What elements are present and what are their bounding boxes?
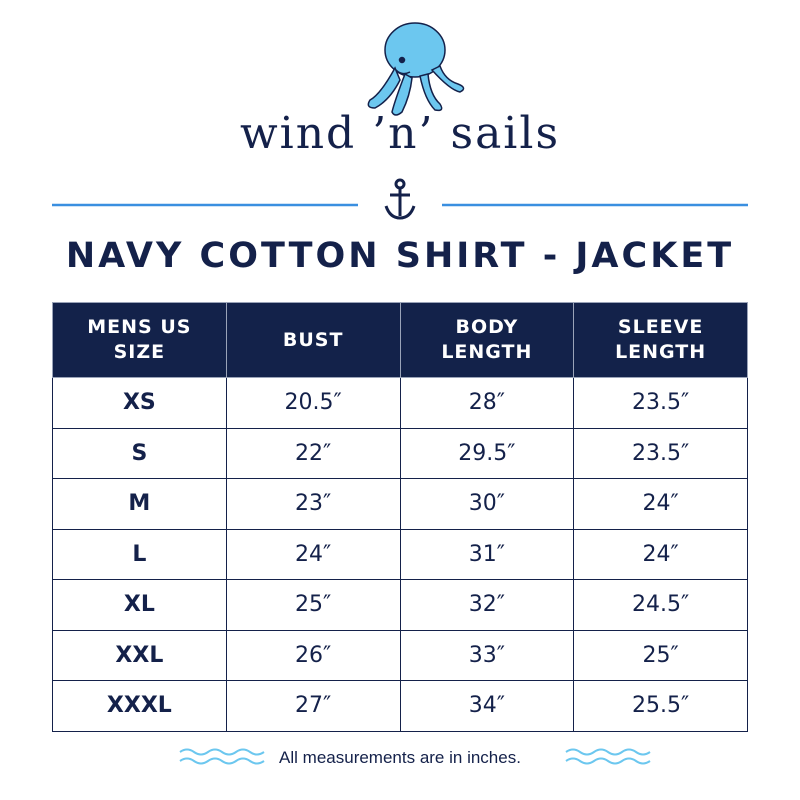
page-title: NAVY COTTON SHIRT - JACKET [65, 236, 735, 276]
measure-cell: 29.5″ [399, 427, 575, 479]
measure-cell: 25″ [225, 579, 401, 631]
measure-cell: 26″ [225, 629, 401, 681]
octopus-logo [367, 22, 465, 116]
column-header: MENS US SIZE [52, 302, 227, 378]
measure-cell: 25.5″ [573, 680, 748, 732]
measure-cell: 31″ [399, 528, 575, 580]
size-cell: XS [52, 377, 227, 429]
measure-cell: 25″ [573, 629, 748, 681]
measure-cell: 33″ [399, 629, 575, 681]
header-row: MENS US SIZE BUST BODY LENGTH SLEEVE LENGTH [52, 302, 748, 378]
size-cell: S [52, 427, 227, 479]
measure-cell: 30″ [399, 478, 575, 530]
measure-cell: 23″ [225, 478, 401, 530]
measure-cell: 24″ [225, 528, 401, 580]
table-row: XXL 26″ 33″ 25″ [52, 629, 748, 681]
size-table: MENS US SIZE BUST BODY LENGTH SLEEVE LENGTH… [52, 302, 748, 732]
measure-cell: 34″ [399, 680, 575, 732]
column-header: BODY LENGTH [399, 302, 575, 378]
wave-icon [179, 748, 651, 765]
measure-cell: 20.5″ [225, 377, 401, 429]
measure-cell: 23.5″ [573, 427, 748, 479]
table-row: XS 20.5″ 28″ 23.5″ [52, 377, 748, 429]
size-cell: L [52, 528, 227, 580]
measure-cell: 23.5″ [573, 377, 748, 429]
measure-cell: 22″ [225, 427, 401, 479]
measure-cell: 27″ [225, 680, 401, 732]
measure-cell: 24″ [573, 478, 748, 530]
size-cell: XXL [52, 629, 227, 681]
brand-name: wind ’n’ sails [239, 108, 561, 159]
size-cell: M [52, 478, 227, 530]
measure-cell: 28″ [399, 377, 575, 429]
measure-cell: 24″ [573, 528, 748, 580]
footnote: All measurements are in inches. [279, 748, 521, 767]
table-row: L 24″ 31″ 24″ [52, 528, 748, 580]
column-header: SLEEVE LENGTH [573, 302, 748, 378]
measure-cell: 24.5″ [573, 579, 748, 631]
table-row: XXXL 27″ 34″ 25.5″ [52, 680, 748, 732]
table-row: XL 25″ 32″ 24.5″ [52, 579, 748, 631]
anchor-icon [384, 178, 416, 220]
table-row: S 22″ 29.5″ 23.5″ [52, 427, 748, 479]
table-row: M 23″ 30″ 24″ [52, 478, 748, 530]
size-cell: XL [52, 579, 227, 631]
measure-cell: 32″ [399, 579, 575, 631]
size-cell: XXXL [52, 680, 227, 732]
column-header: BUST [225, 302, 401, 378]
